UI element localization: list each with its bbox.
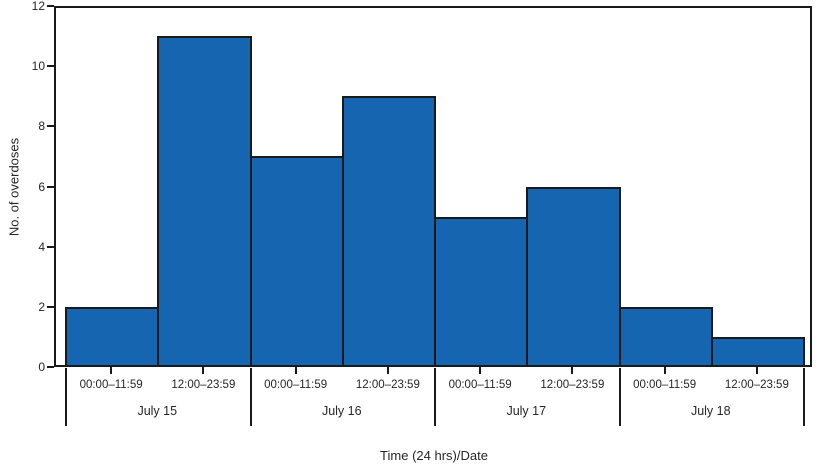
bar bbox=[157, 36, 252, 367]
y-axis-tick bbox=[47, 366, 54, 368]
bar bbox=[65, 306, 160, 367]
bar bbox=[434, 216, 529, 367]
x-axis-tick bbox=[294, 367, 297, 374]
bar bbox=[710, 336, 805, 367]
date-group-separator bbox=[618, 368, 621, 426]
x-axis-date-label: July 15 bbox=[137, 404, 178, 418]
y-axis-tick bbox=[47, 185, 54, 188]
x-axis-date-label: July 16 bbox=[321, 404, 362, 418]
bar bbox=[618, 306, 713, 367]
date-group-separator bbox=[249, 368, 252, 426]
date-group-separator bbox=[434, 368, 436, 426]
x-axis-time-label: 00:00–11:59 bbox=[264, 379, 328, 391]
y-axis-tick-label: 4 bbox=[38, 239, 45, 254]
y-axis-tick bbox=[47, 305, 54, 308]
date-group-separator bbox=[65, 368, 67, 426]
x-axis-time-label: 00:00–11:59 bbox=[448, 379, 512, 391]
bar bbox=[249, 156, 344, 367]
y-axis-tick-label: 6 bbox=[38, 179, 45, 194]
x-axis-tick bbox=[571, 367, 574, 374]
y-axis-tick-label: 0 bbox=[38, 360, 45, 374]
x-axis-time-label: 12:00–23:59 bbox=[355, 379, 420, 391]
x-axis-date-label: July 17 bbox=[506, 404, 547, 418]
y-axis-tick bbox=[47, 245, 54, 248]
y-axis-tick-label: 12 bbox=[31, 0, 45, 13]
x-axis-title: Time (24 hrs)/Date bbox=[380, 448, 488, 463]
bar bbox=[526, 186, 621, 367]
x-axis-tick bbox=[663, 367, 666, 374]
y-axis-tick-label: 2 bbox=[38, 299, 45, 314]
x-axis-time-label: 12:00–23:59 bbox=[171, 379, 236, 391]
x-axis-time-label: 00:00–11:59 bbox=[79, 379, 143, 391]
x-axis-time-label: 12:00–23:59 bbox=[724, 379, 789, 391]
x-axis-date-label: July 18 bbox=[690, 404, 731, 418]
y-axis-tick bbox=[47, 65, 54, 68]
x-axis-tick bbox=[755, 367, 758, 374]
y-axis-tick bbox=[47, 5, 54, 7]
x-axis-tick bbox=[202, 367, 205, 374]
y-axis-tick-label: 8 bbox=[38, 119, 45, 134]
x-axis-tick bbox=[479, 367, 482, 374]
date-group-separator bbox=[803, 368, 805, 426]
x-axis-tick bbox=[386, 367, 389, 374]
bar bbox=[341, 96, 436, 367]
x-axis-time-label: 12:00–23:59 bbox=[540, 379, 605, 391]
x-axis-tick bbox=[110, 367, 113, 374]
y-axis-tick-label: 10 bbox=[31, 59, 45, 74]
x-axis-time-label: 00:00–11:59 bbox=[633, 379, 697, 391]
y-axis-tick bbox=[47, 125, 54, 128]
